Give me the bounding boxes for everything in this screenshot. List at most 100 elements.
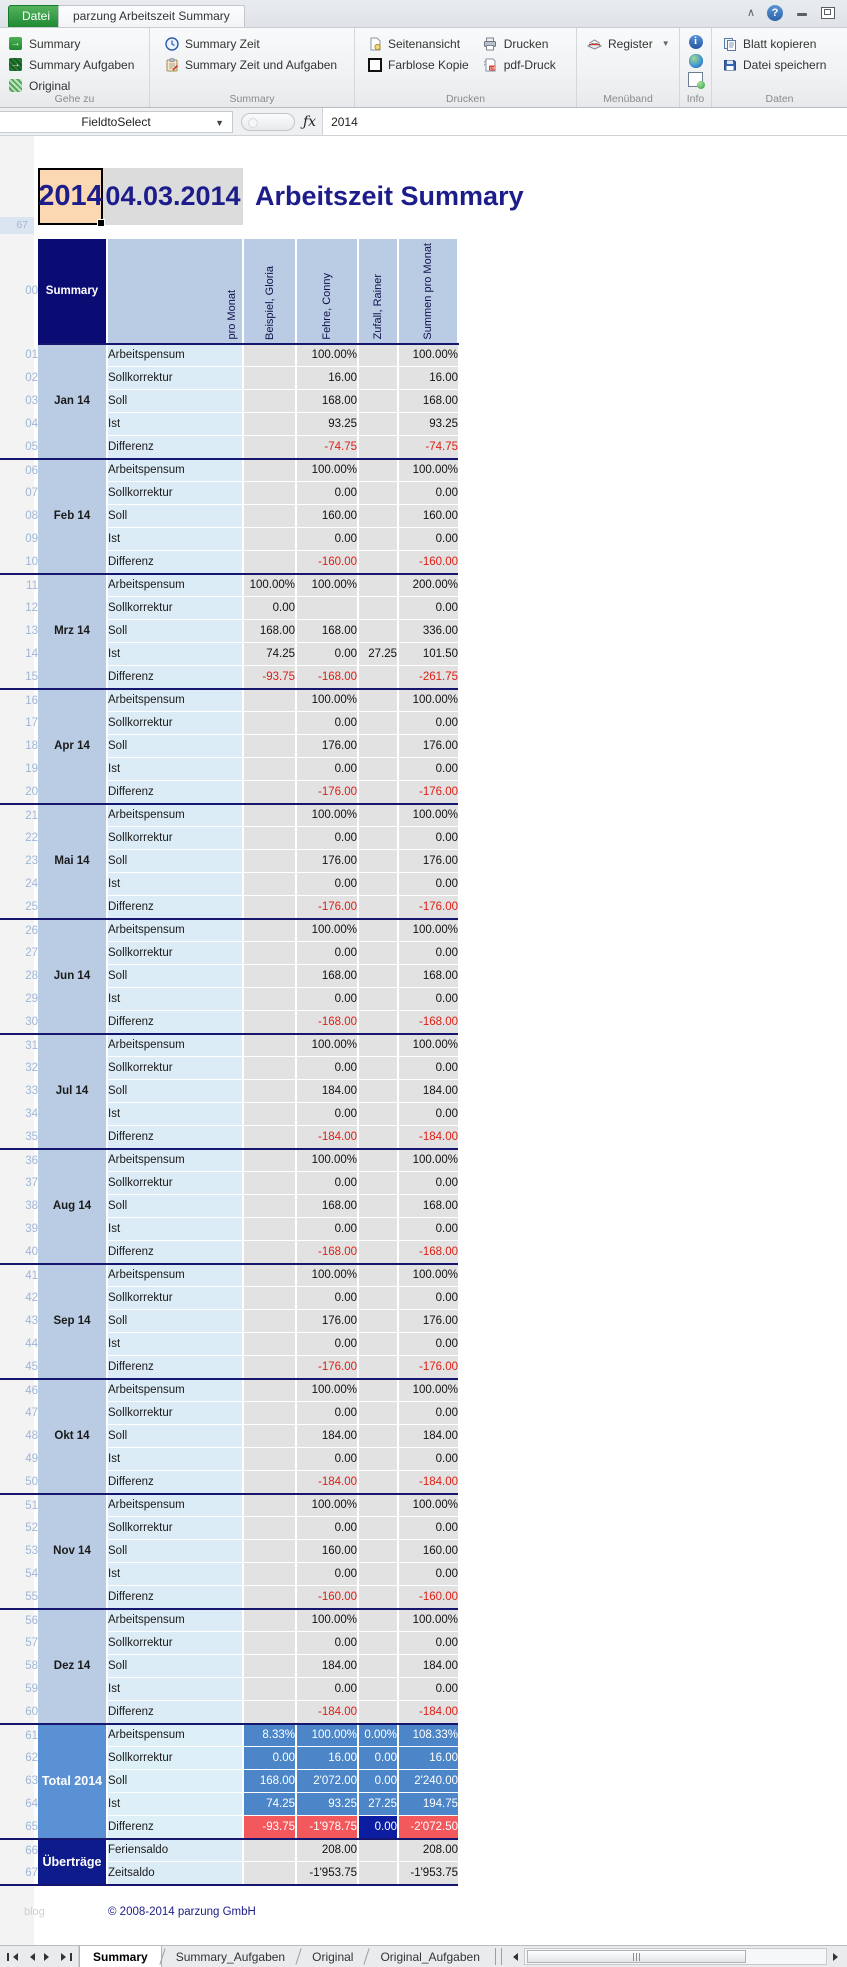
value-cell[interactable]: [358, 1838, 399, 1863]
value-cell[interactable]: 0.00: [398, 481, 458, 506]
value-cell[interactable]: [243, 366, 297, 391]
metric-cell[interactable]: Ist: [107, 1102, 244, 1127]
column-header-fehre-conny[interactable]: Fehre, Conny: [296, 239, 359, 345]
value-cell[interactable]: [358, 918, 399, 943]
value-cell[interactable]: 100.00%: [398, 1378, 458, 1403]
value-cell[interactable]: 168.00: [398, 964, 458, 989]
metric-cell[interactable]: Ist: [107, 1677, 244, 1702]
row-number[interactable]: 63: [25, 1775, 38, 1788]
value-cell[interactable]: 0.00: [398, 826, 458, 851]
metric-cell[interactable]: Sollkorrektur: [107, 1286, 244, 1311]
row-number[interactable]: 27: [25, 947, 38, 960]
value-cell[interactable]: [243, 872, 297, 897]
month-cell[interactable]: Mai 14: [38, 803, 108, 920]
scrollbar-thumb[interactable]: [526, 1950, 746, 1963]
value-cell[interactable]: 100.00%: [296, 1263, 359, 1288]
value-cell[interactable]: [243, 1010, 297, 1035]
value-cell[interactable]: 194.75: [398, 1792, 458, 1817]
value-cell[interactable]: 176.00: [296, 734, 359, 759]
row-number[interactable]: 42: [25, 1292, 38, 1305]
value-cell[interactable]: [358, 872, 399, 897]
value-cell[interactable]: [243, 1309, 297, 1334]
value-cell[interactable]: 93.25: [296, 412, 359, 437]
value-cell[interactable]: [358, 1401, 399, 1426]
row-number[interactable]: 40: [0, 1240, 38, 1265]
month-cell[interactable]: Mrz 14: [38, 573, 108, 690]
metric-cell[interactable]: Differenz: [107, 1240, 244, 1265]
value-cell[interactable]: [358, 780, 399, 805]
metric-cell[interactable]: Ist: [107, 757, 244, 782]
value-cell[interactable]: 168.00: [398, 389, 458, 414]
value-cell[interactable]: 0.00: [296, 941, 359, 966]
value-cell[interactable]: 100.00%: [296, 1378, 359, 1403]
month-cell[interactable]: Jan 14: [38, 343, 108, 460]
value-cell[interactable]: 0.00: [296, 481, 359, 506]
value-cell[interactable]: [243, 1700, 297, 1725]
row-number[interactable]: 58: [25, 1660, 38, 1673]
value-cell[interactable]: [243, 1493, 297, 1518]
value-cell[interactable]: [243, 803, 297, 828]
register-dropdown-icon[interactable]: ▼: [661, 39, 670, 48]
value-cell[interactable]: [243, 780, 297, 805]
value-cell[interactable]: 0.00: [398, 1102, 458, 1127]
value-cell[interactable]: 100.00%: [296, 458, 359, 483]
row-number[interactable]: 38: [25, 1200, 38, 1213]
value-cell[interactable]: 176.00: [296, 849, 359, 874]
value-cell[interactable]: [243, 1286, 297, 1311]
value-cell[interactable]: -168.00: [296, 1010, 359, 1035]
year-cell-selected[interactable]: 2014: [38, 168, 105, 227]
value-cell[interactable]: [243, 1102, 297, 1127]
row-number[interactable]: 52: [25, 1522, 38, 1535]
row-number[interactable]: 49: [25, 1453, 38, 1466]
value-cell[interactable]: 0.00: [398, 1631, 458, 1656]
metric-cell[interactable]: Sollkorrektur: [107, 1056, 244, 1081]
value-cell[interactable]: 101.50: [398, 642, 458, 667]
value-cell[interactable]: -184.00: [296, 1125, 359, 1150]
value-cell[interactable]: 100.00%: [398, 1493, 458, 1518]
value-cell[interactable]: [358, 1033, 399, 1058]
row-number[interactable]: 22: [25, 832, 38, 845]
value-cell[interactable]: [358, 757, 399, 782]
value-cell[interactable]: [243, 1125, 297, 1150]
metric-cell[interactable]: Sollkorrektur: [107, 1401, 244, 1426]
scroll-left-icon[interactable]: [506, 1949, 522, 1964]
column-header-summen-pro-monat[interactable]: Summen pro Monat: [398, 239, 459, 345]
selection-handle[interactable]: [97, 219, 105, 227]
metric-cell[interactable]: Sollkorrektur: [107, 941, 244, 966]
value-cell[interactable]: 0.00: [243, 596, 297, 621]
month-cell[interactable]: Sep 14: [38, 1263, 108, 1380]
value-cell[interactable]: [358, 1171, 399, 1196]
value-cell[interactable]: 176.00: [398, 1309, 458, 1334]
value-cell[interactable]: 184.00: [398, 1654, 458, 1679]
value-cell[interactable]: [243, 1355, 297, 1380]
value-cell[interactable]: [243, 1401, 297, 1426]
value-cell[interactable]: 184.00: [398, 1424, 458, 1449]
metric-cell[interactable]: Arbeitspensum: [107, 1493, 244, 1518]
value-cell[interactable]: 0.00: [398, 527, 458, 552]
value-cell[interactable]: [243, 918, 297, 943]
metric-cell[interactable]: Ist: [107, 1217, 244, 1242]
row-number[interactable]: 44: [25, 1338, 38, 1351]
value-cell[interactable]: [243, 826, 297, 851]
metric-cell[interactable]: Differenz: [107, 1700, 244, 1725]
value-cell[interactable]: -176.00: [296, 895, 359, 920]
value-cell[interactable]: [243, 1378, 297, 1403]
value-cell[interactable]: 2'072.00: [296, 1769, 359, 1794]
value-cell[interactable]: [243, 435, 297, 460]
first-sheet-icon[interactable]: [4, 1949, 20, 1964]
row-number[interactable]: 08: [25, 510, 38, 523]
value-cell[interactable]: [243, 1677, 297, 1702]
row-number[interactable]: 48: [25, 1430, 38, 1443]
value-cell[interactable]: 100.00%: [398, 458, 458, 483]
row-number[interactable]: 11: [26, 579, 38, 592]
month-cell[interactable]: Jun 14: [38, 918, 108, 1035]
metric-cell[interactable]: Soll: [107, 619, 244, 644]
value-cell[interactable]: [243, 1194, 297, 1219]
value-cell[interactable]: [358, 1148, 399, 1173]
goto-original-button[interactable]: Original: [8, 75, 149, 96]
row-number[interactable]: 46: [25, 1384, 38, 1397]
value-cell[interactable]: 0.00: [296, 711, 359, 736]
metric-cell[interactable]: Ist: [107, 987, 244, 1012]
value-cell[interactable]: 0.00: [398, 1516, 458, 1541]
metric-cell[interactable]: Soll: [107, 1309, 244, 1334]
